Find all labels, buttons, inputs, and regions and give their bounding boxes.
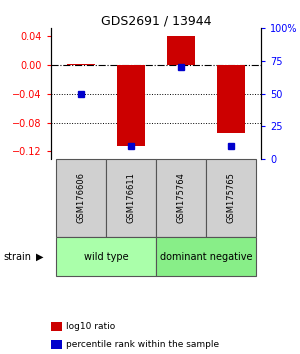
Text: ▶: ▶ (36, 252, 44, 262)
Text: wild type: wild type (84, 252, 128, 262)
Bar (156, 159, 206, 237)
Bar (56, 159, 106, 237)
Bar (167, 35, 195, 64)
Text: dominant negative: dominant negative (160, 252, 252, 262)
Bar (217, 64, 245, 133)
Bar (117, 64, 145, 147)
Bar (56, 237, 156, 276)
Text: percentile rank within the sample: percentile rank within the sample (66, 339, 219, 349)
Text: GSM175765: GSM175765 (226, 172, 236, 223)
Bar (156, 237, 256, 276)
Text: GSM176611: GSM176611 (127, 172, 136, 223)
Text: strain: strain (3, 252, 31, 262)
Text: GSM175764: GSM175764 (176, 172, 185, 223)
Text: GSM176606: GSM176606 (76, 172, 85, 223)
Text: log10 ratio: log10 ratio (66, 322, 115, 331)
Bar (106, 159, 156, 237)
Title: GDS2691 / 13944: GDS2691 / 13944 (101, 14, 211, 27)
Bar (206, 159, 256, 237)
